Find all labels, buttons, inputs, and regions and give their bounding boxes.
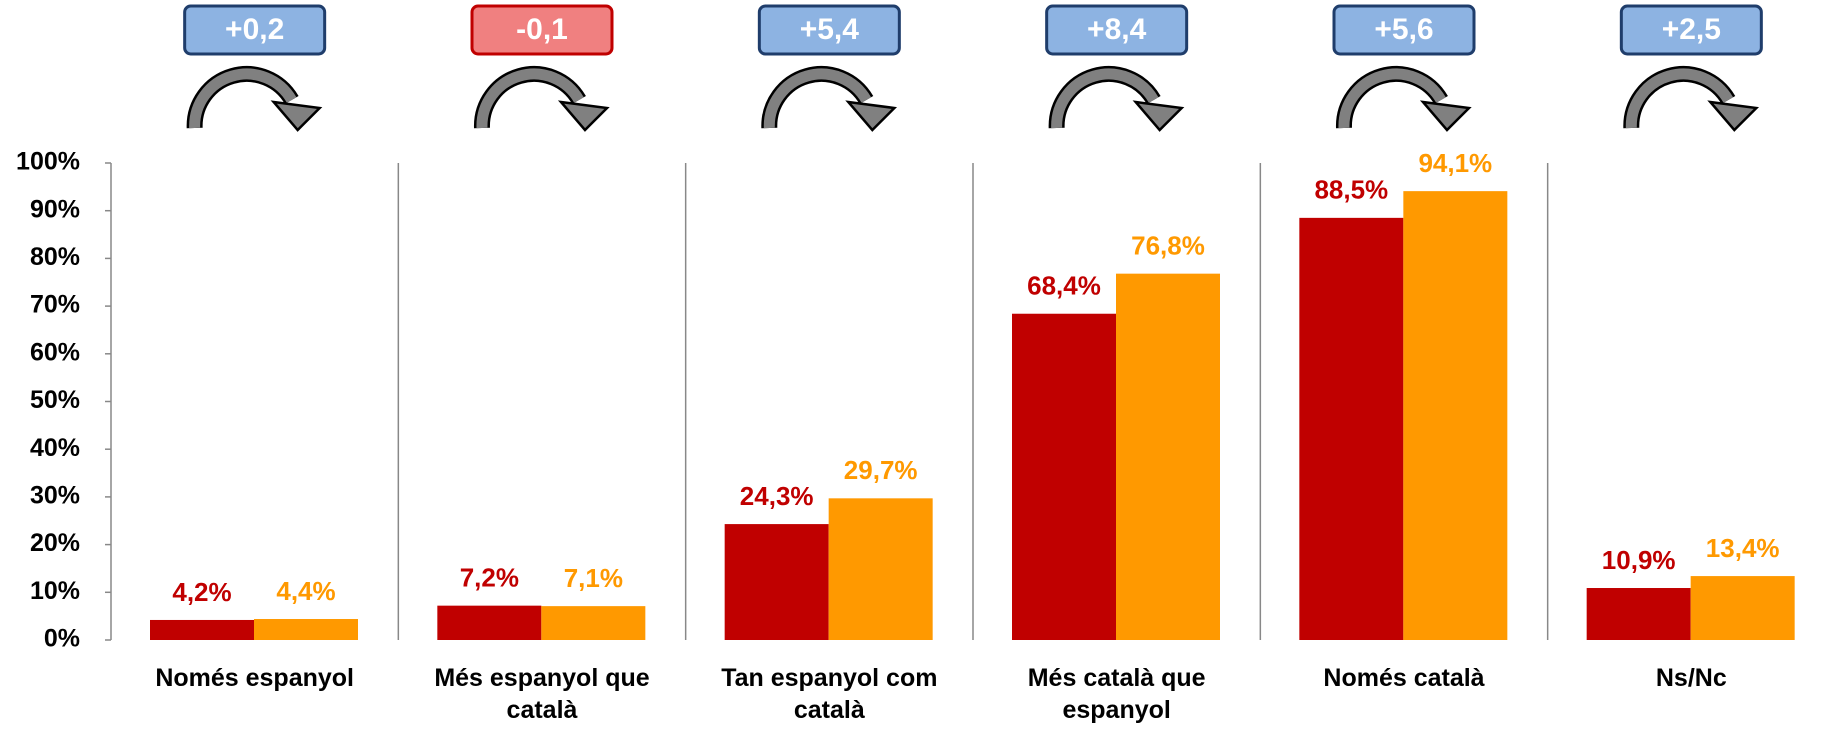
y-tick-label: 80% <box>30 243 80 271</box>
arrow-head <box>845 100 898 132</box>
change-label: +5,4 <box>800 13 860 46</box>
value-label: 24,3% <box>740 481 814 511</box>
x-tick-label: Ns/Nc <box>1655 664 1727 692</box>
value-label: 10,9% <box>1602 545 1676 575</box>
value-label: 94,1% <box>1418 148 1492 178</box>
bar <box>1299 217 1404 641</box>
change-box <box>1045 4 1189 56</box>
bar <box>1586 588 1691 640</box>
y-tick-label: 70% <box>30 291 80 319</box>
bar <box>254 619 358 640</box>
y-tick-label: 50% <box>30 386 80 414</box>
bar <box>828 498 933 640</box>
change-label: +5,6 <box>1374 13 1433 46</box>
arrow <box>763 68 872 129</box>
arrow <box>189 68 297 129</box>
arrow-head <box>1132 100 1185 132</box>
value-label: 68,4% <box>1027 271 1101 301</box>
change-box <box>183 4 327 56</box>
arrow <box>1051 68 1159 129</box>
bar <box>541 606 646 640</box>
x-tick-label: Més espanyol que català <box>434 664 650 724</box>
arrow-head <box>557 100 610 132</box>
value-label: 4,4% <box>276 576 335 606</box>
value-label: 7,2% <box>460 563 519 593</box>
value-label: 76,8% <box>1131 231 1205 261</box>
change-label: -0,1 <box>516 13 568 46</box>
y-tick-label: 30% <box>30 482 80 510</box>
change-box <box>757 4 901 56</box>
y-tick-label: 90% <box>30 195 80 223</box>
value-label: 7,1% <box>564 563 623 593</box>
y-tick-label: 100% <box>16 148 80 176</box>
change-label: +8,4 <box>1087 13 1147 46</box>
bar <box>724 524 829 640</box>
arrow <box>1625 68 1734 129</box>
y-tick-label: 0% <box>44 625 80 653</box>
y-tick-label: 60% <box>30 338 80 366</box>
arrow <box>1338 68 1446 129</box>
x-tick-label: Tan espanyol com català <box>721 664 938 724</box>
change-label: +2,5 <box>1662 13 1721 46</box>
bar <box>1403 191 1508 640</box>
y-tick-label: 20% <box>30 529 80 557</box>
change-box <box>1332 4 1476 56</box>
x-tick-label: Només espanyol <box>155 664 354 692</box>
x-tick-label: Més català que espanyol <box>1027 664 1206 724</box>
y-tick-label: 40% <box>30 434 80 462</box>
value-label: 13,4% <box>1706 533 1780 563</box>
x-tick-label: Només català <box>1323 664 1485 692</box>
arrow-head <box>270 100 323 132</box>
change-box <box>470 4 614 56</box>
change-box <box>1619 4 1763 56</box>
bar <box>437 605 542 640</box>
bar <box>150 619 254 640</box>
y-tick-label: 10% <box>30 577 80 605</box>
bar <box>1690 576 1795 640</box>
value-label: 29,7% <box>844 455 918 485</box>
change-label: +0,2 <box>225 13 284 46</box>
bar <box>1116 273 1220 640</box>
value-label: 4,2% <box>172 577 231 607</box>
arrow-head <box>1419 100 1472 132</box>
arrow-head <box>1707 100 1760 132</box>
value-label: 88,5% <box>1314 175 1388 205</box>
arrow <box>476 68 584 129</box>
bar <box>1012 313 1116 640</box>
